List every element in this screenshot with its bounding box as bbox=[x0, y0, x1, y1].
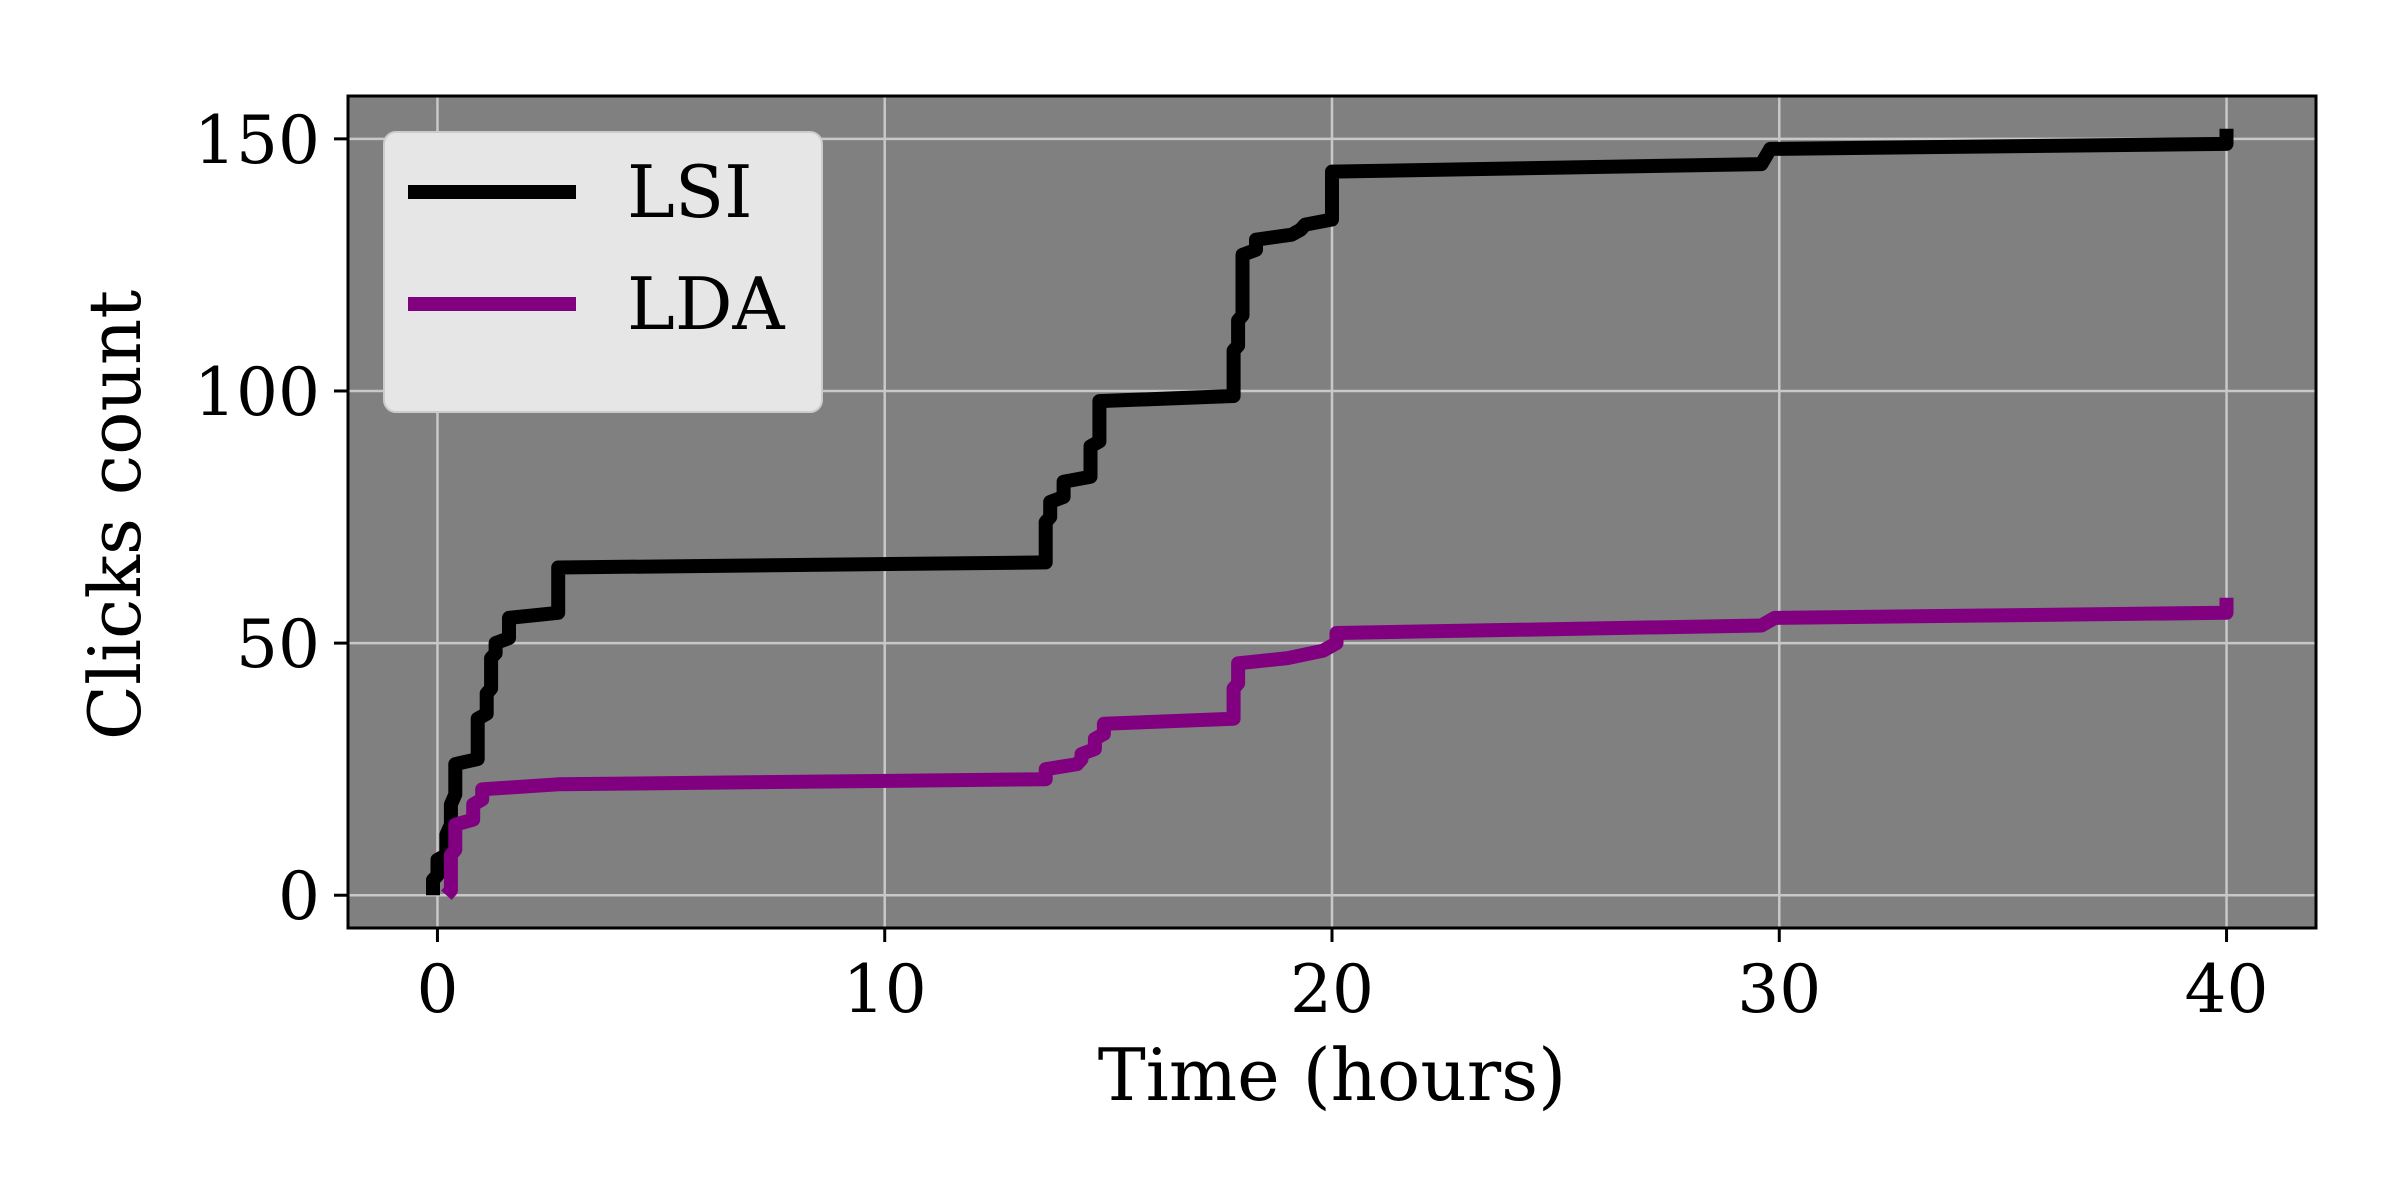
legend-box bbox=[383, 131, 823, 413]
x-axis: 0 10 20 30 40 bbox=[416, 928, 2269, 1028]
y-axis: 0 50 100 150 bbox=[194, 102, 348, 935]
x-tick-label: 40 bbox=[2185, 951, 2269, 1028]
legend-label-lsi: LSI bbox=[627, 150, 753, 234]
y-tick-label: 0 bbox=[278, 858, 320, 935]
x-tick-label: 30 bbox=[1737, 951, 1821, 1028]
legend: LSI LDA bbox=[383, 131, 823, 413]
series-lines bbox=[426, 128, 2234, 900]
y-axis-label: Clicks count bbox=[73, 290, 157, 740]
series-line-lda bbox=[441, 597, 2234, 900]
y-tick-label: 50 bbox=[236, 606, 320, 683]
y-tick-label: 100 bbox=[194, 354, 320, 431]
series-line-lsi bbox=[426, 128, 2234, 896]
x-tick-label: 10 bbox=[843, 951, 927, 1028]
legend-label-lda: LDA bbox=[627, 262, 786, 346]
x-axis-label: Time (hours) bbox=[1098, 1033, 1566, 1117]
x-tick-label: 0 bbox=[416, 951, 458, 1028]
y-tick-label: 150 bbox=[194, 102, 320, 179]
x-tick-label: 20 bbox=[1290, 951, 1374, 1028]
